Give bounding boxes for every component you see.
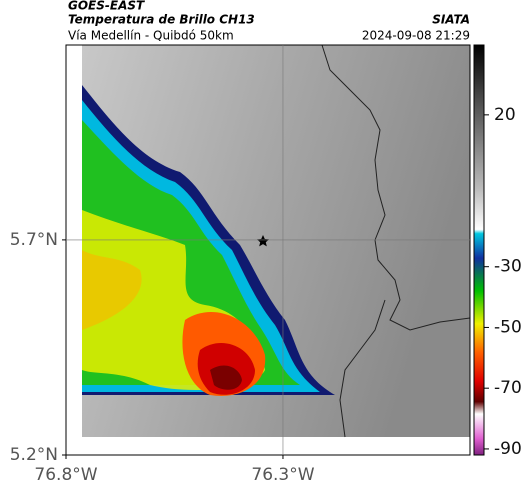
- y-tick-label: 5.7°N: [10, 230, 58, 250]
- x-tick-label: 76.3°W: [251, 465, 314, 485]
- colorbar-tick-label: -50: [494, 317, 522, 337]
- map-frame: [65, 44, 471, 456]
- y-tick-label: 5.2°N: [10, 445, 58, 465]
- colorbar-tick-label: -90: [494, 439, 522, 459]
- colorbar-tick-label: -30: [494, 257, 522, 277]
- source: SIATA: [432, 13, 470, 27]
- colorbar: [473, 44, 485, 456]
- colorbar-tick-label: 20: [494, 105, 516, 125]
- subtitle: Temperatura de Brillo CH13: [68, 13, 255, 27]
- title: GOES-EAST: [68, 0, 145, 13]
- region: Vía Medellín - Quibdó 50km: [68, 29, 234, 43]
- satellite-image: [66, 45, 470, 455]
- location-marker: [257, 235, 269, 247]
- timestamp: 2024-09-08 21:29: [362, 29, 470, 43]
- header: GOES-EAST Temperatura de Brillo CH13 Vía…: [68, 0, 470, 43]
- x-tick-label: 76.8°W: [34, 465, 97, 485]
- boundaries: [321, 45, 470, 438]
- colorbar-tick-label: -70: [494, 378, 522, 398]
